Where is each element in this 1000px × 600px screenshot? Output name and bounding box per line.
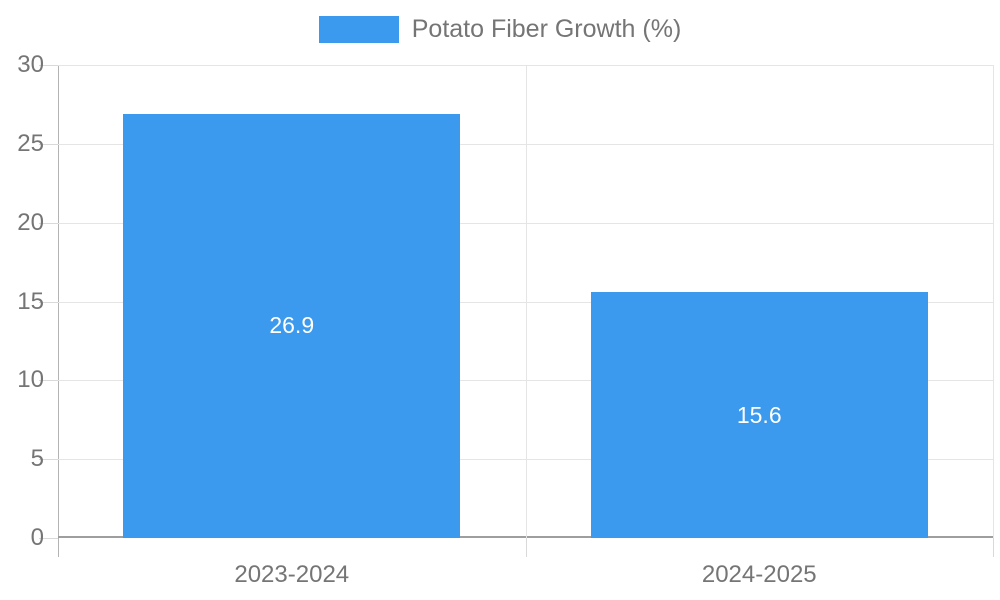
y-axis-tick	[39, 301, 58, 303]
bar-value-label: 26.9	[269, 312, 315, 339]
y-tick-label: 15	[17, 287, 44, 315]
y-tick-label: 5	[30, 445, 44, 473]
y-tick-label: 0	[30, 524, 44, 551]
y-axis-tick	[39, 459, 58, 461]
chart-legend[interactable]: Potato Fiber Growth (%)	[0, 16, 1000, 43]
gridline-vertical	[525, 65, 527, 538]
y-tick-label: 10	[17, 366, 44, 394]
y-axis-tick	[39, 143, 58, 145]
y-axis-tick	[39, 380, 58, 382]
x-tick-label: 2024-2025	[701, 561, 817, 588]
y-tick-label: 30	[17, 51, 44, 78]
bar-2023-2024[interactable]: 26.9	[123, 113, 461, 538]
gridline-vertical	[993, 65, 994, 538]
y-axis-tick	[39, 222, 58, 224]
bar-value-label: 15.6	[736, 401, 782, 428]
legend-label: Potato Fiber Growth (%)	[411, 15, 682, 43]
y-axis-tick	[39, 65, 58, 66]
y-tick-label: 25	[17, 129, 44, 157]
x-tick-label: 2023-2024	[234, 561, 350, 588]
x-axis-tick	[58, 538, 59, 557]
bar-2024-2025[interactable]: 15.6	[590, 292, 928, 538]
y-tick-label: 20	[17, 208, 44, 236]
x-axis-tick	[993, 538, 994, 557]
y-axis-tick	[39, 538, 58, 539]
plot-area: 26.9 15.6	[39, 65, 994, 557]
x-axis-tick	[525, 538, 527, 557]
legend-swatch	[318, 16, 399, 43]
